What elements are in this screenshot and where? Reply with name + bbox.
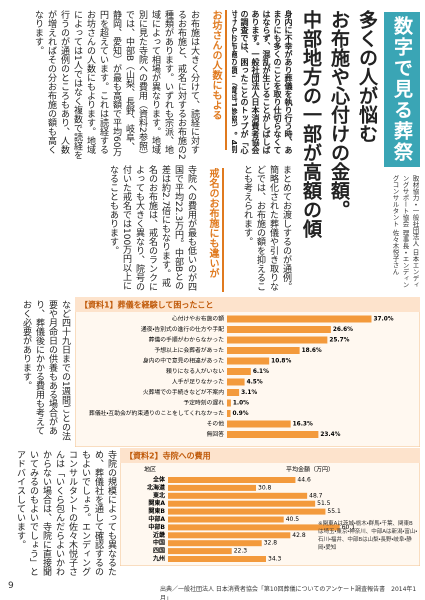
bar [168, 548, 232, 555]
value-label: 30.8 [258, 484, 272, 491]
bar [168, 484, 256, 491]
column-header: 平均金額（万円） [286, 466, 334, 474]
bar [227, 420, 291, 428]
lead: 身内に不幸があり葬儀を執り行う時、あまりにも多くのことを取り仕切らなくてはならず… [232, 10, 293, 154]
chart-temple: 【資料2】寺院への費用 地区 平均金額（万円） 全体 44.6 北海道 30.8 東北 4… [120, 448, 420, 566]
paragraph: など四十九日までの1週間ごとの法要や月命日の供養もある場合があり、葬儀後にかかる… [21, 300, 70, 441]
subheading: お坊さんの人数にもよる [204, 10, 227, 150]
category-label: 予想以上に会葬者があった [154, 346, 224, 354]
chart-title-bg [120, 448, 420, 463]
category-label: その他 [207, 420, 225, 428]
banner: 数字で見る葬祭 [384, 12, 420, 167]
bar [227, 410, 231, 417]
value-label: 6.1% [253, 369, 269, 375]
category-label: 中部A [148, 515, 165, 523]
chart-title-bg [75, 297, 420, 312]
value-label: 60.1 [342, 524, 356, 531]
category-label: 身内の中で意見の相違があった [143, 357, 224, 365]
bar [227, 399, 231, 407]
value-label: 16.3% [293, 422, 313, 428]
value-label: 48.7 [309, 492, 323, 499]
category-label: 東北 [153, 491, 165, 499]
category-label: 関東B [148, 507, 165, 515]
value-label: 22.3 [234, 548, 248, 555]
bar [227, 326, 331, 333]
category-label: 中部B [148, 523, 165, 531]
value-label: 4.5% [247, 380, 263, 386]
bar [227, 368, 251, 375]
headline: お布施や心付けの金額。 [328, 10, 350, 219]
category-label: 近畿 [153, 531, 165, 539]
category-label: 人手が足りなかった [172, 378, 224, 386]
category-label: 全体 [153, 476, 166, 484]
category-label: 九州 [152, 555, 165, 563]
credit: 取材協力・一般社団法人 日本エンディングサポート協会 理事長・エンディングコンサ… [391, 175, 419, 288]
bar [168, 532, 291, 539]
chart-title: 【資料2】寺院への費用 [125, 451, 211, 461]
chart-title: 【資料1】葬儀を経験して困ったこと [80, 300, 213, 310]
paragraph: 寺院の規模によっても異なるため、葬儀社を通して確認するのもよいでしょう。エンディ… [15, 450, 116, 576]
value-label: 37.0% [373, 317, 393, 323]
value-label: 44.6 [297, 477, 311, 484]
headline: 中部地方の一部が高額の傾向 [300, 10, 322, 238]
bar [168, 508, 326, 515]
bar [168, 556, 266, 562]
source: 出典／一般社団法人 日本消費者協会「第10回葬儀についてのアンケート調査報告書 … [160, 586, 417, 600]
value-label: 10.8% [271, 359, 291, 365]
category-label: 予定時刻の遅れ [183, 399, 224, 407]
category-label: 無回答 [207, 430, 225, 438]
value-label: 1.0% [233, 401, 249, 407]
category-label: 中国 [153, 539, 165, 547]
category-label: 通夜・告別式の進行の仕方や手配 [141, 325, 224, 333]
value-label: 55.1 [327, 508, 341, 515]
value-label: 42.8 [292, 532, 306, 539]
bar [227, 389, 240, 396]
value-label: 34.3 [268, 556, 282, 563]
bar [168, 477, 296, 483]
paragraph: まとめてお渡しするのが通例。簡略化された葬儀や引き取りなどでは、お布施の額を抑え… [242, 165, 291, 291]
value-label: 40.5 [286, 516, 300, 523]
column-header: 地区 [144, 466, 156, 474]
bar [168, 524, 340, 531]
value-label: 23.4% [320, 432, 340, 438]
chart-trouble: 【資料1】葬儀を経験して困ったこと 心付けやお布施の額 37.0% 通夜・告別式の進… [75, 297, 420, 447]
bar [227, 347, 300, 354]
bar [227, 336, 328, 344]
value-label: 32.8 [264, 540, 278, 547]
bar [168, 500, 316, 507]
bar [168, 516, 284, 523]
bar [227, 315, 372, 323]
category-label: 葬儀の手順がわからなかった [149, 336, 225, 344]
bar [227, 378, 245, 386]
category-label: 火葬場での手続きなどが不案内 [143, 388, 224, 396]
category-label: 心付けやお布施の額 [172, 315, 224, 323]
value-label: 25.7% [329, 338, 349, 344]
value-label: 26.6% [333, 327, 353, 333]
value-label: 51.5 [317, 500, 331, 507]
value-label: 0.9% [233, 411, 249, 417]
value-label: 18.6% [302, 348, 322, 354]
category-label: 四国 [153, 547, 165, 555]
paragraph: お布施は大きく分けて、読経に対するお布施と、戒名に対するお布施の2種類があります… [33, 10, 199, 160]
subheading: 戒名のお布施にも違いが [201, 168, 224, 292]
category-label: 北海道 [147, 483, 166, 491]
page-number: 9 [8, 581, 14, 591]
bar [227, 431, 319, 438]
chart-frame [120, 448, 420, 566]
category-label: 葬儀社・互助会が約束通りのことをしてくれなかった [89, 409, 224, 417]
paragraph: 寺院への費用が最も低いのが四国で平均22.3万円。中部Bとの差は約2.7倍にもな… [108, 165, 196, 291]
note: ※関東Aは茨城・栃木・群馬・千葉、関東Bは埼玉・東京・神奈川、中部Aは新潟・富山… [318, 521, 418, 551]
headline: 多くの人が悩む [356, 10, 378, 143]
category-label: 関東A [148, 499, 165, 507]
bar [168, 540, 262, 547]
bar [227, 357, 270, 365]
value-label: 3.1% [241, 390, 257, 396]
bar [168, 492, 308, 499]
category-label: 頼りになる人がいない [166, 367, 224, 375]
